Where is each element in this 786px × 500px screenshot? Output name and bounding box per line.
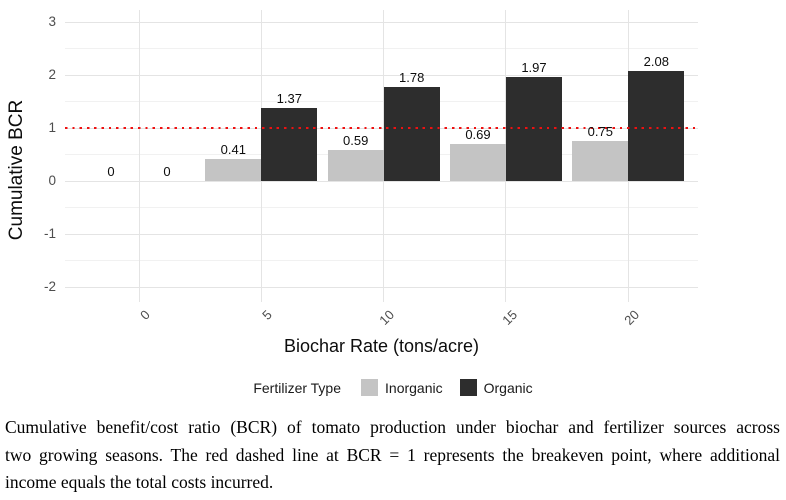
legend-item-organic: Organic — [459, 379, 533, 396]
x-tick-label: 15 — [498, 307, 520, 328]
caption-line-3: income equals the total costs incurred. — [5, 472, 274, 492]
legend-title: Fertilizer Type — [253, 379, 342, 396]
major-gridline — [65, 233, 698, 235]
y-tick-label: 1 — [48, 120, 56, 135]
x-axis-title: Biochar Rate (tons/acre) — [283, 336, 480, 356]
y-tick-label: 3 — [48, 14, 56, 29]
bar-value-label: 1.37 — [276, 91, 302, 107]
major-gridline — [65, 21, 698, 23]
legend-label-organic: Organic — [483, 379, 533, 396]
organic-bar — [261, 108, 318, 181]
bar-value-label: 1.97 — [521, 59, 547, 75]
minor-gridline — [65, 101, 698, 102]
x-tick-label: 5 — [259, 307, 275, 323]
caption-line-1: Cumulative benefit/cost ratio (BCR) of t… — [5, 417, 780, 437]
minor-gridline — [65, 207, 698, 208]
organic-swatch-icon — [459, 379, 477, 396]
y-tick-label: 0 — [48, 173, 56, 188]
inorganic-swatch-icon — [361, 379, 379, 396]
minor-gridline — [65, 48, 698, 49]
bar-value-label: 0 — [163, 164, 171, 179]
x-tick-label: 10 — [376, 307, 398, 328]
x-tick-label: 0 — [136, 307, 153, 323]
major-gridline — [65, 180, 698, 182]
legend: Fertilizer Type Inorganic Organic — [0, 379, 786, 396]
plot-panel: 0 0.41 0.59 0.69 0.75 0 1.37 1.78 1.97 2.08 — [65, 10, 698, 302]
bar-value-label: 0.69 — [465, 127, 491, 143]
legend-item-inorganic: Inorganic — [361, 379, 443, 396]
x-tick-label: 20 — [621, 307, 642, 328]
bar-value-label: 0.59 — [343, 132, 369, 148]
caption-line-2: two growing seasons. The red dashed line… — [5, 444, 780, 465]
organic-bar — [628, 70, 685, 181]
inorganic-bar — [205, 159, 262, 181]
breakeven-refline — [65, 126, 698, 130]
vertical-gridline — [138, 10, 140, 302]
bar-value-label: 0 — [107, 164, 115, 179]
organic-bar — [383, 86, 440, 181]
major-gridline — [65, 74, 698, 76]
bar-value-label: 0.75 — [587, 124, 613, 140]
bar-value-label: 0.41 — [220, 142, 246, 158]
bar-value-label: 1.78 — [399, 69, 425, 85]
y-tick-label: -1 — [43, 226, 56, 241]
bcr-bar-chart: Cumulative BCR 0 0.41 0.59 0.69 0.75 0 1.37 1.7… — [0, 10, 786, 396]
y-tick-label: -2 — [43, 279, 56, 294]
figure-caption: Cumulative benefit/cost ratio (BCR) of t… — [5, 414, 780, 497]
y-tick-label: 2 — [48, 67, 56, 82]
legend-label-inorganic: Inorganic — [385, 379, 443, 396]
inorganic-bar — [572, 141, 629, 181]
inorganic-bar — [449, 144, 506, 181]
inorganic-bar — [327, 149, 384, 181]
major-gridline — [65, 286, 698, 288]
bar-value-label: 2.08 — [643, 53, 669, 69]
minor-gridline — [65, 260, 698, 261]
